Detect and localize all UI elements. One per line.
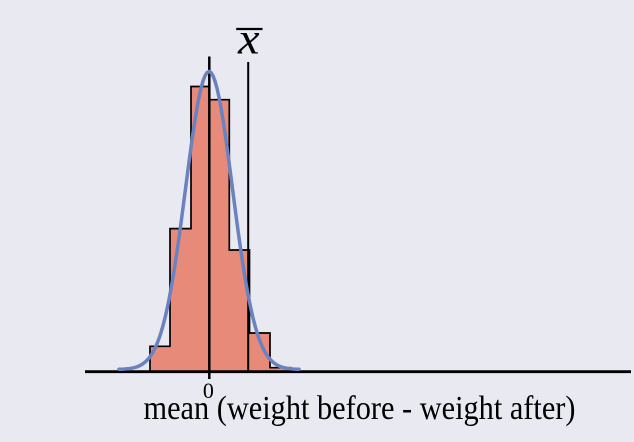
svg-text:x: x — [237, 15, 260, 64]
svg-text:mean (weight before - weight a: mean (weight before - weight after) — [144, 390, 576, 427]
svg-text:0: 0 — [203, 378, 214, 403]
